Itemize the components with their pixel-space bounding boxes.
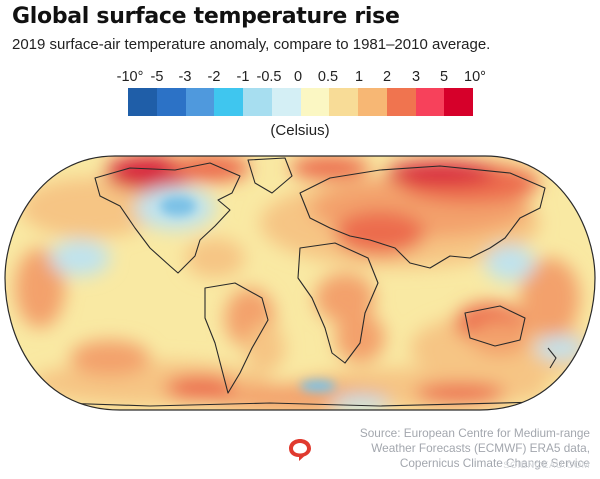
legend-swatch <box>271 88 301 116</box>
antarctica-outline <box>59 401 541 407</box>
anomaly-patch <box>300 380 336 392</box>
anomaly-patch <box>415 383 505 403</box>
africa-outline <box>297 242 379 364</box>
legend-tick-label: 0 <box>293 69 303 85</box>
anomaly-patch <box>335 313 385 363</box>
anomaly-heat-field <box>15 156 590 410</box>
anomaly-patch <box>165 376 235 400</box>
legend-tick-label: -2 <box>207 69 221 85</box>
watermark-credit: SCIENCEAU.COM <box>503 460 590 471</box>
anomaly-patch <box>315 273 375 323</box>
map-frame <box>4 155 596 411</box>
source-attribution: Source: European Centre for Medium-range… <box>360 426 590 471</box>
anomaly-patch <box>385 161 495 185</box>
legend-swatch <box>128 88 157 116</box>
anomaly-patch <box>70 340 150 376</box>
anomaly-patch <box>185 238 245 278</box>
anomaly-patch <box>50 240 110 276</box>
anomaly-cold-core <box>160 196 336 392</box>
north-america-outline <box>94 162 241 274</box>
legend-swatch <box>358 88 387 116</box>
greenland-outline <box>247 157 293 194</box>
legend-color-scale <box>128 88 473 116</box>
anomaly-patch <box>160 196 196 216</box>
legend-swatch <box>214 88 243 116</box>
legend-tick-label: -0.5 <box>256 69 282 85</box>
legend-swatch <box>415 88 445 116</box>
new-zealand-outline <box>547 347 557 369</box>
anomaly-patch <box>330 395 390 410</box>
legend-swatch <box>386 88 416 116</box>
anomaly-patch <box>290 156 370 180</box>
source-line: Weather Forecasts (ECMWF) ERA5 data, <box>371 441 590 455</box>
legend-swatch <box>300 88 330 116</box>
speech-bubble-icon <box>289 439 311 461</box>
legend-tick-label: 5 <box>439 69 449 85</box>
legend-tick-label: -10° <box>116 69 144 85</box>
legend-tick-labels: -10° -5 -3 -2 -1 -0.5 0 0.5 1 2 3 5 10° <box>110 69 490 87</box>
legend-swatch <box>185 88 215 116</box>
legend-tick-label: 10° <box>464 69 486 85</box>
legend-swatch <box>329 88 358 116</box>
legend-swatch <box>243 88 272 116</box>
anomaly-patch <box>535 336 585 360</box>
legend-tick-label: 3 <box>411 69 421 85</box>
temperature-anomaly-map <box>4 155 596 411</box>
anomaly-patch <box>170 156 250 182</box>
anomaly-patch <box>335 211 425 255</box>
south-america-outline <box>204 282 269 394</box>
anomaly-patch <box>520 258 580 338</box>
anomaly-patch <box>485 245 535 281</box>
page-title: Global surface temperature rise <box>12 4 400 29</box>
legend-tick-label: -1 <box>236 69 250 85</box>
legend-tick-label: -5 <box>150 69 164 85</box>
source-line: Copernicus Climate Change Service <box>399 456 590 470</box>
anomaly-patch <box>470 320 530 356</box>
legend-swatch <box>156 88 186 116</box>
australia-outline <box>464 305 526 347</box>
anomaly-patch <box>245 323 285 373</box>
page-subtitle: 2019 surface-air temperature anomaly, co… <box>12 36 491 53</box>
anomaly-patch <box>15 248 65 328</box>
legend-tick-label: -3 <box>178 69 192 85</box>
legend-tick-label: 1 <box>354 69 364 85</box>
anomaly-patch <box>20 178 160 238</box>
map-globe <box>5 156 595 410</box>
legend-unit-label: (Celsius) <box>270 122 330 139</box>
legend-tick-label: 2 <box>382 69 392 85</box>
source-line: Source: European Centre for Medium-range <box>359 426 590 440</box>
eurasia-outline <box>299 165 546 269</box>
continent-outlines <box>59 157 557 407</box>
legend-tick-label: 0.5 <box>317 69 339 85</box>
legend-swatch <box>444 88 473 116</box>
